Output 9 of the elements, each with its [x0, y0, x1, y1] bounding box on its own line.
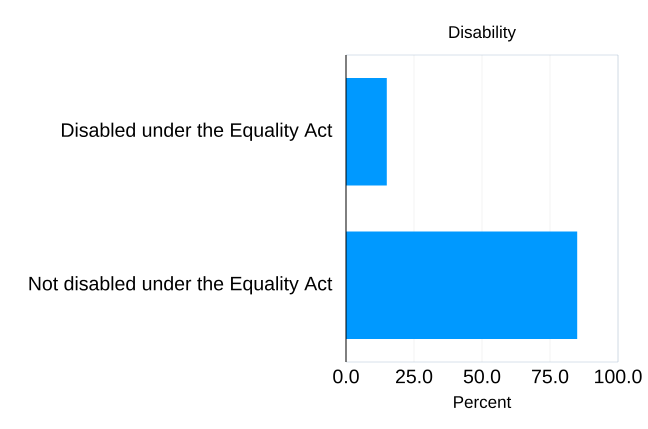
- y-tick-label: Disabled under the Equality Act: [62, 122, 332, 141]
- x-tick-label: 50.0: [464, 370, 500, 384]
- x-tick-label: 25.0: [396, 370, 432, 384]
- y-tick-label: Not disabled under the Equality Act: [29, 276, 332, 294]
- chart-title: Disability: [449, 26, 516, 42]
- x-axis-title: Percent: [454, 396, 512, 408]
- x-tick-label: 75.0: [532, 370, 568, 384]
- x-tick-label: 100.0: [595, 370, 642, 384]
- x-tick-label: 0.0: [333, 370, 359, 384]
